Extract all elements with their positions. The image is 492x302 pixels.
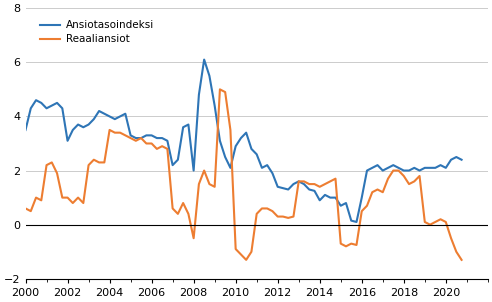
Reaaliansiot (23, 207, 29, 210)
Ansiotasoindeksi (222, 155, 228, 159)
Ansiotasoindeksi (354, 220, 360, 224)
Reaaliansiot (364, 204, 370, 207)
Reaaliansiot (385, 177, 391, 181)
Ansiotasoindeksi (201, 58, 207, 61)
Reaaliansiot (243, 258, 249, 262)
Reaaliansiot (217, 88, 223, 91)
Reaaliansiot (49, 161, 55, 164)
Line: Reaaliansiot: Reaaliansiot (26, 89, 461, 260)
Reaaliansiot (222, 90, 228, 94)
Ansiotasoindeksi (459, 158, 464, 162)
Legend: Ansiotasoindeksi, Reaaliansiot: Ansiotasoindeksi, Reaaliansiot (35, 16, 158, 49)
Ansiotasoindeksi (28, 107, 34, 110)
Reaaliansiot (28, 209, 34, 213)
Ansiotasoindeksi (385, 166, 391, 170)
Line: Ansiotasoindeksi: Ansiotasoindeksi (26, 59, 461, 222)
Ansiotasoindeksi (49, 104, 55, 108)
Ansiotasoindeksi (364, 169, 370, 172)
Ansiotasoindeksi (243, 131, 249, 134)
Reaaliansiot (459, 258, 464, 262)
Ansiotasoindeksi (23, 128, 29, 132)
Reaaliansiot (248, 250, 254, 254)
